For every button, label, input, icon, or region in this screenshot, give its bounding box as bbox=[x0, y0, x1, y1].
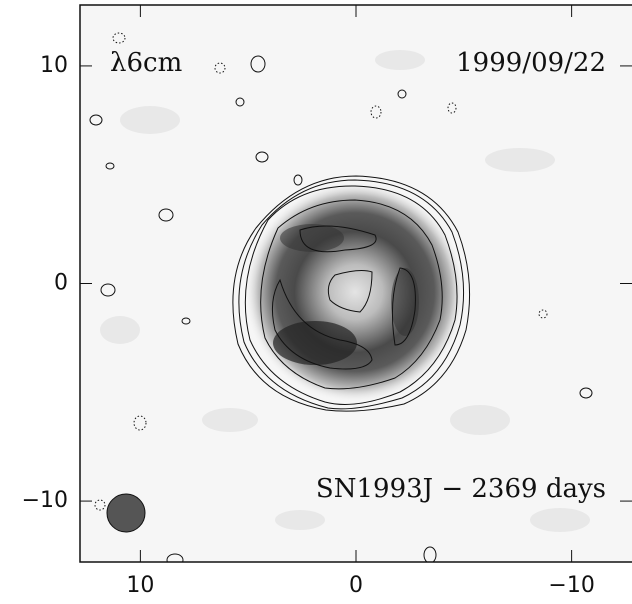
x-tick-label: 0 bbox=[349, 573, 363, 598]
y-tick-label: 0 bbox=[54, 271, 68, 296]
y-tick-label: 10 bbox=[40, 53, 68, 78]
x-tick-label: 10 bbox=[126, 573, 154, 598]
x-tick-label: −10 bbox=[548, 573, 594, 598]
date-label: 1999/09/22 bbox=[456, 48, 606, 78]
image bbox=[80, 5, 632, 562]
y-tick-label: −10 bbox=[22, 488, 68, 513]
band-label: λ6cm bbox=[110, 48, 182, 78]
source-label: SN1993J − 2369 days bbox=[316, 474, 606, 504]
